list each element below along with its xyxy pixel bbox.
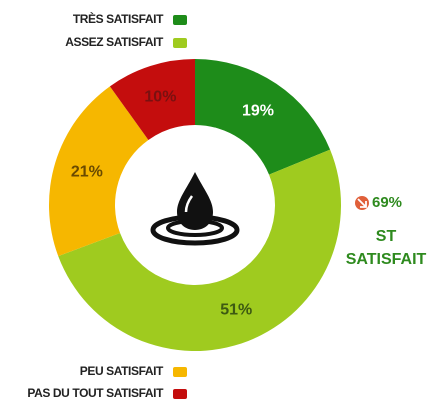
donut-segment bbox=[109, 59, 195, 140]
legend-swatch bbox=[173, 15, 187, 25]
donut-segment bbox=[195, 59, 331, 175]
trend-icon bbox=[355, 196, 369, 210]
drop-icon bbox=[150, 172, 240, 246]
donut-segment bbox=[48, 86, 149, 257]
legend-label: ASSEZ SATISFAIT bbox=[65, 35, 164, 49]
value-label: 21% bbox=[71, 163, 103, 180]
annotation-label: ST bbox=[376, 228, 397, 245]
donut-segment bbox=[58, 149, 341, 351]
legend-swatch bbox=[173, 367, 187, 377]
legend-swatch bbox=[173, 389, 187, 399]
legend-label: PAS DU TOUT SATISFAIT bbox=[27, 386, 164, 400]
annotation-label: SATISFAIT bbox=[346, 251, 427, 268]
value-label: 51% bbox=[220, 301, 252, 318]
legend-label: TRÈS SATISFAIT bbox=[73, 11, 164, 26]
value-label: 19% bbox=[242, 102, 274, 119]
legend-swatch bbox=[173, 38, 187, 48]
legend-label: PEU SATISFAIT bbox=[80, 364, 164, 378]
annotation: 69% bbox=[372, 194, 402, 211]
value-label: 10% bbox=[144, 89, 176, 106]
